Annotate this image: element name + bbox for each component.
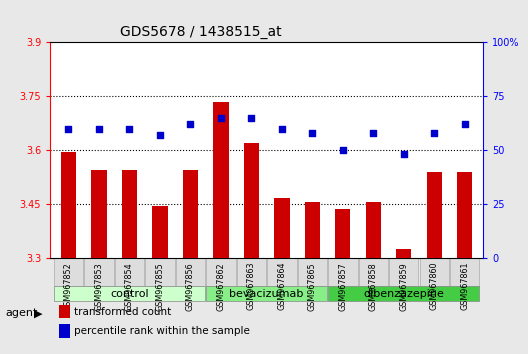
Point [338, 147, 347, 153]
FancyBboxPatch shape [298, 258, 327, 286]
Bar [183, 170, 198, 258]
Text: GSM967856: GSM967856 [186, 262, 195, 310]
Point [278, 126, 286, 131]
Bar [244, 143, 259, 258]
Bar [59, 305, 70, 318]
FancyBboxPatch shape [267, 258, 297, 286]
FancyBboxPatch shape [206, 258, 235, 286]
Text: GSM967859: GSM967859 [399, 262, 408, 311]
Bar [305, 202, 320, 258]
Text: GSM967864: GSM967864 [277, 262, 286, 310]
Text: GSM967860: GSM967860 [430, 262, 439, 310]
Bar [152, 206, 167, 258]
Text: GSM967865: GSM967865 [308, 262, 317, 310]
Text: transformed count: transformed count [74, 307, 171, 317]
FancyBboxPatch shape [54, 286, 205, 301]
Bar [61, 152, 76, 258]
FancyBboxPatch shape [145, 258, 175, 286]
Text: GSM967857: GSM967857 [338, 262, 347, 311]
Text: GDS5678 / 1438515_at: GDS5678 / 1438515_at [120, 25, 281, 39]
Bar [213, 102, 229, 258]
Text: GSM967854: GSM967854 [125, 262, 134, 310]
FancyBboxPatch shape [328, 258, 357, 286]
Bar [457, 172, 473, 258]
Text: agent: agent [5, 308, 37, 318]
Text: control: control [110, 289, 149, 298]
Point [460, 121, 469, 127]
Text: GSM967863: GSM967863 [247, 262, 256, 310]
Point [216, 115, 225, 121]
FancyBboxPatch shape [84, 258, 114, 286]
FancyBboxPatch shape [328, 286, 479, 301]
FancyBboxPatch shape [54, 258, 83, 286]
Bar [91, 170, 107, 258]
Point [64, 126, 73, 131]
Point [369, 130, 378, 136]
Bar [396, 249, 411, 258]
Point [156, 132, 164, 138]
FancyBboxPatch shape [420, 258, 449, 286]
FancyBboxPatch shape [176, 258, 205, 286]
Bar [335, 209, 351, 258]
Point [400, 152, 408, 157]
Bar [59, 324, 70, 338]
Point [308, 130, 317, 136]
Text: GSM967855: GSM967855 [155, 262, 164, 311]
Text: GSM967858: GSM967858 [369, 262, 378, 310]
Point [125, 126, 134, 131]
Point [430, 130, 439, 136]
FancyBboxPatch shape [115, 258, 144, 286]
Text: GSM967852: GSM967852 [64, 262, 73, 311]
Text: percentile rank within the sample: percentile rank within the sample [74, 326, 250, 336]
Point [186, 121, 195, 127]
Text: GSM967862: GSM967862 [216, 262, 225, 310]
Point [247, 115, 256, 121]
FancyBboxPatch shape [450, 258, 479, 286]
Point [95, 126, 103, 131]
Text: bevacizumab: bevacizumab [230, 289, 304, 298]
Bar [122, 170, 137, 258]
FancyBboxPatch shape [237, 258, 266, 286]
FancyBboxPatch shape [359, 258, 388, 286]
Text: dibenzazepine: dibenzazepine [363, 289, 444, 298]
FancyBboxPatch shape [389, 258, 419, 286]
Text: GSM967853: GSM967853 [95, 262, 103, 310]
Bar [274, 199, 289, 258]
Text: GSM967861: GSM967861 [460, 262, 469, 310]
Text: ▶: ▶ [34, 308, 43, 318]
Bar [427, 172, 442, 258]
FancyBboxPatch shape [206, 286, 327, 301]
Bar [366, 202, 381, 258]
